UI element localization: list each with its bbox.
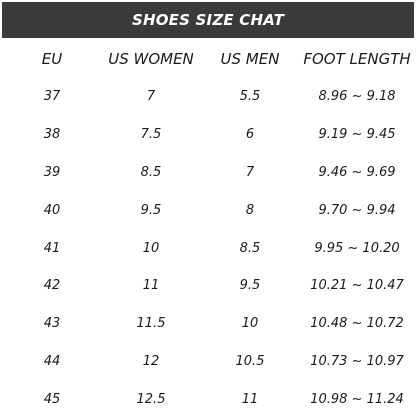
- cell-eu: 38: [43, 127, 61, 143]
- header-foot-length: FOOT LENGTH: [303, 50, 411, 68]
- cell-us-men: 10: [241, 316, 259, 332]
- cell-foot-length: 9.19 ~ 9.45: [318, 127, 396, 143]
- header-us-men: US MEN: [220, 50, 280, 68]
- cell-us-men: 11: [241, 391, 259, 407]
- cell-eu: 40: [43, 202, 61, 218]
- cell-eu: 37: [43, 89, 61, 105]
- cell-us-men: 7: [245, 164, 255, 180]
- cell-foot-length: 10.73 ~ 10.97: [310, 353, 404, 369]
- cell-us-women: 10: [142, 240, 160, 256]
- cell-us-men: 6: [245, 127, 255, 143]
- header-eu: EU: [41, 50, 63, 68]
- cell-foot-length: 9.95 ~ 10.20: [314, 240, 400, 256]
- cell-eu: 44: [43, 353, 61, 369]
- cell-foot-length: 9.46 ~ 9.69: [318, 164, 396, 180]
- table-row: 40 9.5 8 9.70 ~ 9.94: [2, 191, 414, 229]
- cell-eu: 43: [43, 316, 61, 332]
- cell-us-women: 12: [142, 353, 160, 369]
- cell-eu: 42: [43, 278, 61, 294]
- cell-us-men: 10.5: [235, 353, 265, 369]
- chart-title: SHOES SIZE CHAT: [131, 11, 285, 29]
- cell-foot-length: 9.70 ~ 9.94: [318, 202, 396, 218]
- cell-eu: 39: [43, 164, 61, 180]
- cell-foot-length: 10.48 ~ 10.72: [310, 316, 404, 332]
- chart-title-bar: SHOES SIZE CHAT: [2, 2, 414, 38]
- table-row: 39 8.5 7 9.46 ~ 9.69: [2, 154, 414, 192]
- cell-foot-length: 10.21 ~ 10.47: [310, 278, 404, 294]
- cell-us-women: 11: [142, 278, 160, 294]
- header-us-women: US WOMEN: [108, 50, 194, 68]
- cell-us-women: 11.5: [136, 316, 166, 332]
- cell-eu: 45: [43, 391, 61, 407]
- table-row: 38 7.5 6 9.19 ~ 9.45: [2, 116, 414, 154]
- cell-us-women: 8.5: [140, 164, 162, 180]
- table-row: 41 10 8.5 9.95 ~ 10.20: [2, 229, 414, 267]
- table-row: 45 12.5 11 10.98 ~ 11.24: [2, 380, 414, 418]
- cell-us-men: 8.5: [239, 240, 261, 256]
- table-row: 44 12 10.5 10.73 ~ 10.97: [2, 343, 414, 381]
- cell-us-men: 8: [245, 202, 255, 218]
- cell-eu: 41: [43, 240, 61, 256]
- cell-foot-length: 10.98 ~ 11.24: [310, 391, 404, 407]
- cell-us-women: 9.5: [140, 202, 162, 218]
- cell-us-women: 12.5: [136, 391, 166, 407]
- cell-foot-length: 8.96 ~ 9.18: [318, 89, 396, 105]
- cell-us-women: 7.5: [140, 127, 162, 143]
- cell-us-women: 7: [146, 89, 156, 105]
- cell-us-men: 5.5: [239, 89, 261, 105]
- table-row: 43 11.5 10 10.48 ~ 10.72: [2, 305, 414, 343]
- table-row: 42 11 9.5 10.21 ~ 10.47: [2, 267, 414, 305]
- cell-us-men: 9.5: [239, 278, 261, 294]
- table-row: 37 7 5.5 8.96 ~ 9.18: [2, 78, 414, 116]
- size-table: EU US WOMEN US MEN FOOT LENGTH 37 7 5.5 …: [2, 40, 414, 418]
- header-row: EU US WOMEN US MEN FOOT LENGTH: [2, 40, 414, 78]
